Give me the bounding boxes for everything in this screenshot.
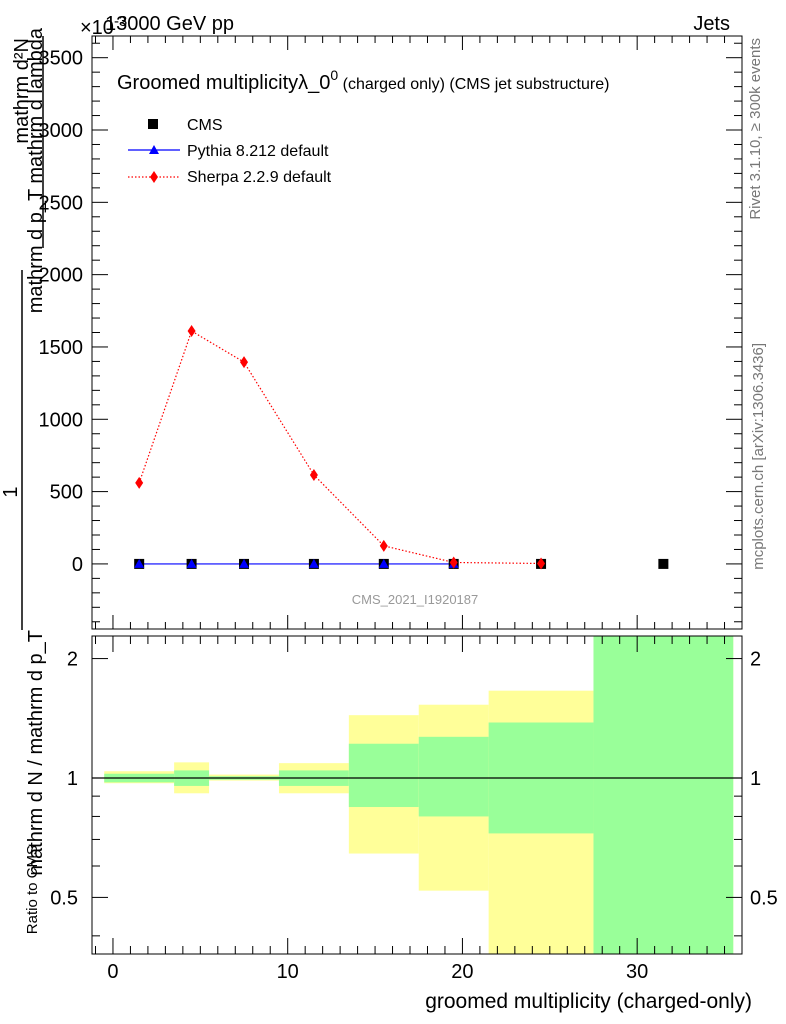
ratio-y-tick-label-left: 0.5 (50, 887, 78, 909)
ylabel-denominator-top: mathrm d p_T mathrm d lambda (25, 27, 47, 313)
ratio-bands-layer (92, 636, 742, 954)
title-main: Groomed multiplicityλ_0 (117, 72, 330, 94)
exponent-label: ×10-3 (80, 13, 127, 39)
cms-point (658, 558, 669, 569)
main-series-layer (134, 325, 669, 570)
legend-pythia-marker (149, 145, 159, 154)
ylabel-one: 1 (0, 486, 22, 497)
main-title: Groomed multiplicityλ_00 (charged only) … (117, 67, 609, 94)
ratio-x-tick-label: 0 (107, 961, 118, 983)
pythia-point (134, 558, 145, 568)
main-y-tick-label: 500 (50, 482, 83, 504)
ratio-x-tick-label: 30 (626, 961, 648, 983)
sherpa-point (240, 356, 249, 369)
main-axis-ticks (92, 36, 742, 629)
legend-sherpa-marker (150, 171, 158, 183)
main-y-tick-label: 3000 (39, 120, 84, 142)
ratio-inner-band (418, 736, 489, 817)
sherpa-point (135, 476, 144, 489)
sherpa-point (309, 468, 318, 481)
sherpa-point (187, 325, 196, 338)
ratio-y-tick-label-left: 1 (67, 768, 78, 790)
main-y-tick-label: 1000 (39, 409, 84, 431)
title-superscript: 0 (330, 67, 338, 83)
ratio-x-tick-label: 10 (277, 961, 299, 983)
mcplots-label: mcplots.cern.ch [arXiv:1306.3436] (750, 343, 767, 570)
sherpa-point (449, 556, 458, 569)
process-label: Jets (693, 13, 730, 35)
main-ylabel: mathrm d²N mathrm d p_T mathrm d lambda … (0, 27, 47, 875)
ratio-inner-band (348, 743, 419, 808)
ratio-axis-ticks (92, 636, 742, 954)
sherpa-point (537, 557, 546, 570)
main-y-tick-label: 0 (72, 554, 83, 576)
ylabel-denominator-bottom: mathrm d N / mathrm d p_T (25, 630, 47, 876)
pythia-point (378, 558, 389, 568)
ratio-xlabel: groomed multiplicity (charged-only) (425, 990, 752, 1013)
main-y-tick-label: 1500 (39, 337, 84, 359)
main-y-tick-label: 2500 (39, 192, 84, 214)
main-y-tick-label: 2000 (39, 265, 84, 287)
pythia-point (308, 558, 319, 568)
exponent-base: ×10 (80, 17, 114, 39)
legend-pythia-label: Pythia 8.212 default (187, 143, 329, 160)
legend-cms-marker (148, 119, 158, 129)
ratio-y-tick-label-left: 2 (67, 649, 78, 671)
ratio-plot-frame (91, 635, 743, 955)
ratio-x-tick-label: 20 (451, 961, 473, 983)
ratio-inner-band (593, 636, 734, 954)
main-y-tick-label: 3500 (39, 48, 84, 70)
pythia-point (239, 558, 250, 568)
sherpa-line (138, 330, 542, 565)
legend: CMS Pythia 8.212 default Sherpa 2.2.9 de… (128, 117, 332, 186)
ylabel-numerator-top: mathrm d²N (11, 38, 33, 144)
legend-cms-label: CMS (187, 117, 223, 134)
ratio-ylabel: Ratio to CMS (24, 845, 41, 934)
rivet-label: Rivet 3.1.10, ≥ 300k events (747, 38, 764, 220)
ratio-tick-labels: 0.5 0.51 12 20 10 20 30 (50, 649, 778, 983)
ratio-y-tick-label-right: 0.5 (750, 887, 778, 909)
ratio-y-tick-label-right: 1 (750, 768, 761, 790)
watermark-label: CMS_2021_I1920187 (352, 592, 479, 607)
energy-label: 13000 GeV pp (105, 13, 234, 35)
ratio-y-tick-label-right: 2 (750, 649, 761, 671)
legend-sherpa-label: Sherpa 2.2.9 default (187, 169, 332, 186)
pythia-point (186, 558, 197, 568)
title-suffix: (charged only) (CMS jet substructure) (338, 76, 609, 93)
sherpa-point (379, 539, 388, 552)
exponent-power: -3 (114, 13, 127, 30)
main-y-tick-labels: 0 500 1000 1500 2000 2500 3000 3500 (39, 48, 84, 576)
